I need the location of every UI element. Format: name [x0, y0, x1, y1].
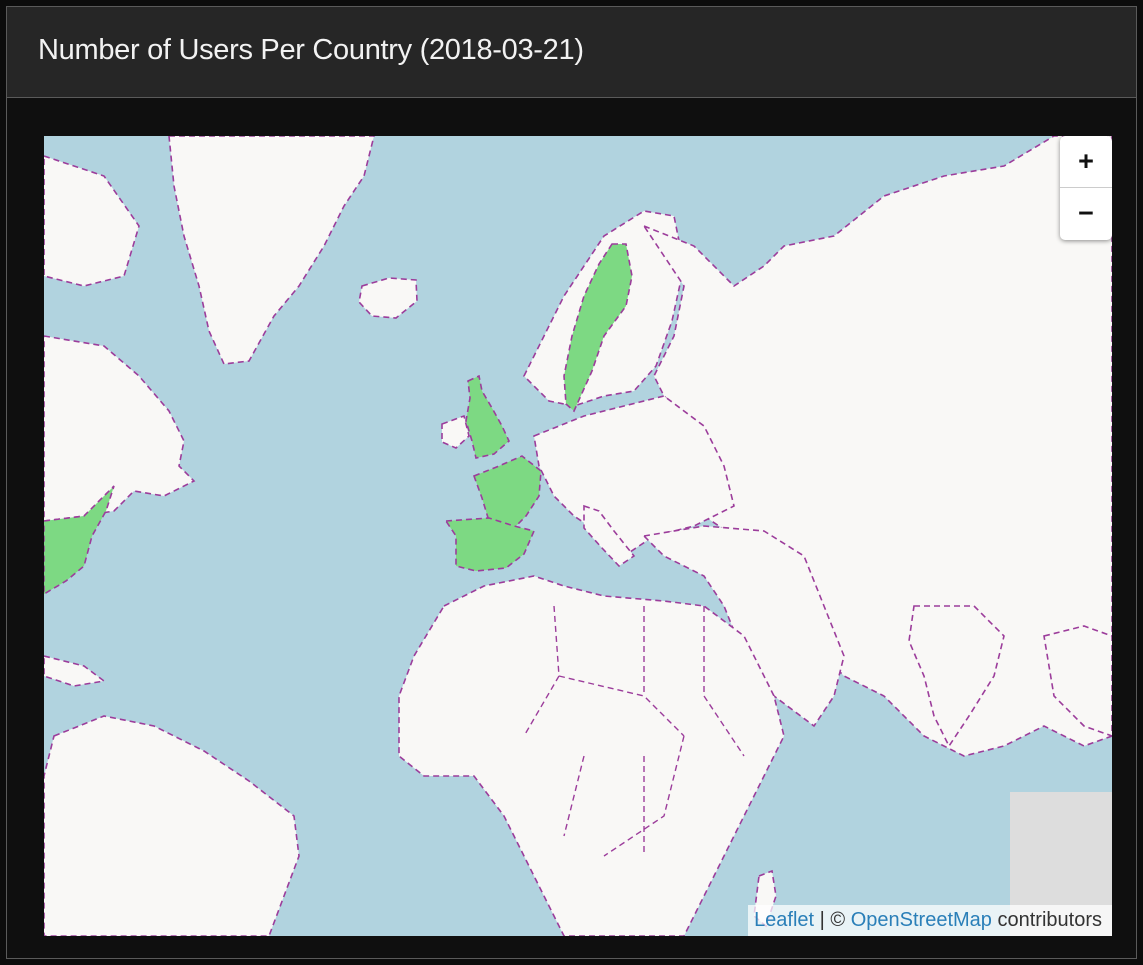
map-layer[interactable]: [44, 136, 1112, 936]
ireland-land: [441, 414, 470, 449]
sweden-highlight[interactable]: [563, 243, 633, 413]
world-map[interactable]: + − Leaflet | © OpenStreetMap contributo…: [44, 136, 1112, 936]
united-states-highlight[interactable]: [44, 485, 115, 595]
zoom-control: + −: [1060, 136, 1112, 240]
zoom-out-button[interactable]: −: [1078, 198, 1094, 228]
leaflet-link[interactable]: Leaflet: [754, 909, 815, 931]
map-attribution: Leaflet | © OpenStreetMap contributors: [748, 905, 1112, 936]
panel-header: Number of Users Per Country (2018-03-21): [7, 7, 1136, 98]
southeast-asia-land: [1043, 625, 1112, 737]
iceland-land: [358, 277, 418, 319]
north-america-land: [44, 335, 196, 522]
india-land: [908, 605, 1005, 748]
map-panel: Number of Users Per Country (2018-03-21): [6, 6, 1137, 959]
spain-highlight[interactable]: [444, 517, 536, 572]
africa-borders: [523, 605, 745, 857]
south-america-land: [44, 715, 300, 936]
openstreetmap-link[interactable]: OpenStreetMap: [850, 909, 992, 931]
greenland-land: [168, 136, 375, 365]
arctic-islands-land: [44, 155, 140, 287]
attribution-suffix: contributors: [991, 909, 1102, 931]
caribbean-land: [44, 655, 106, 687]
france-highlight[interactable]: [472, 455, 542, 529]
united-kingdom-highlight[interactable]: [465, 374, 510, 459]
attribution-separator: | ©: [814, 909, 851, 931]
africa-land: [398, 575, 785, 936]
italy-land: [583, 504, 636, 568]
middle-east-land: [642, 525, 845, 728]
panel-title: Number of Users Per Country (2018-03-21): [38, 34, 584, 66]
zoom-in-button[interactable]: +: [1060, 136, 1112, 188]
